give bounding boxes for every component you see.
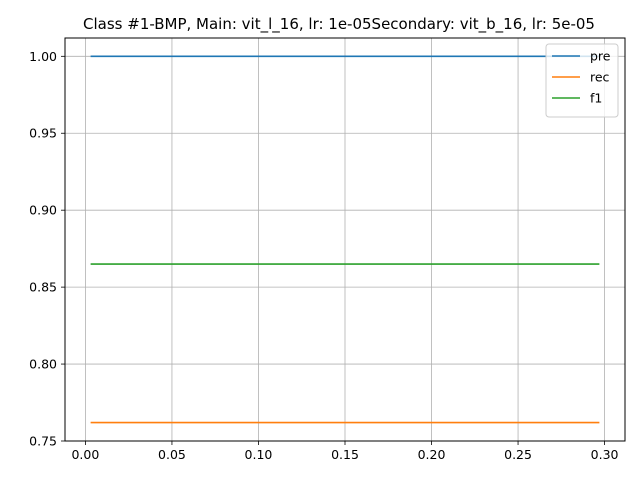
series-layer [90, 55, 600, 424]
y-axis: 0.75 0.80 0.85 0.90 0.95 1.00 [29, 49, 65, 449]
grid-lines [65, 38, 625, 442]
x-tick-label: 0.20 [418, 447, 446, 462]
y-tick-label: 0.75 [29, 434, 57, 449]
x-tick-label: 0.30 [591, 447, 619, 462]
legend-label-f1: f1 [590, 91, 602, 106]
legend-label-pre: pre [590, 49, 611, 64]
y-tick-label: 0.90 [29, 203, 57, 218]
y-tick-label: 1.00 [29, 49, 57, 64]
x-tick-label: 0.15 [331, 447, 359, 462]
chart-title: Class #1-BMP, Main: vit_l_16, lr: 1e-05S… [83, 15, 595, 34]
y-tick-label: 0.80 [29, 357, 57, 372]
x-tick-label: 0.25 [504, 447, 532, 462]
y-tick-label: 0.85 [29, 280, 57, 295]
x-tick-label: 0.05 [158, 447, 186, 462]
y-tick-label: 0.95 [29, 126, 57, 141]
legend-label-rec: rec [590, 70, 610, 85]
legend: pre rec f1 [545, 43, 619, 118]
x-axis: 0.00 0.05 0.10 0.15 0.20 0.25 0.30 [71, 441, 619, 462]
x-tick-label: 0.00 [71, 447, 99, 462]
x-tick-label: 0.10 [245, 447, 273, 462]
